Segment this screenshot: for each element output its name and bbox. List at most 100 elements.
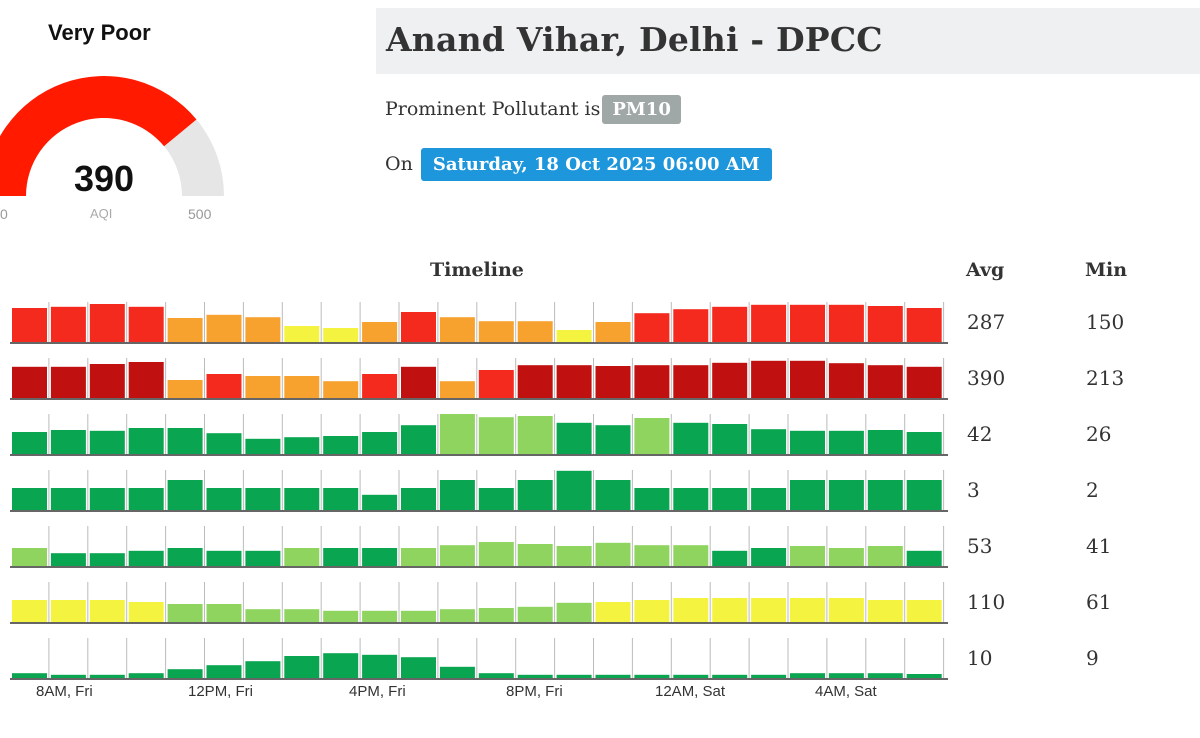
timeline-bar[interactable]: [478, 417, 514, 454]
timeline-bar[interactable]: [478, 673, 514, 678]
timeline-bar[interactable]: [790, 598, 825, 622]
timeline-bar[interactable]: [245, 376, 281, 398]
timeline-bar[interactable]: [128, 602, 164, 622]
timeline-bar[interactable]: [128, 306, 164, 342]
timeline-bar[interactable]: [556, 546, 592, 566]
timeline-bar[interactable]: [790, 360, 825, 398]
timeline-bar[interactable]: [401, 548, 436, 566]
timeline-bar[interactable]: [439, 381, 475, 398]
timeline-bar[interactable]: [50, 600, 86, 622]
timeline-bar[interactable]: [828, 430, 864, 454]
timeline-bar[interactable]: [595, 602, 631, 622]
timeline-bar[interactable]: [167, 548, 203, 566]
timeline-bar[interactable]: [89, 304, 125, 342]
timeline-bar[interactable]: [595, 674, 631, 678]
timeline-bar[interactable]: [362, 432, 398, 454]
timeline-bar[interactable]: [284, 656, 320, 678]
timeline-bar[interactable]: [595, 480, 631, 510]
timeline-bar[interactable]: [128, 488, 164, 510]
timeline-bar[interactable]: [50, 430, 86, 454]
timeline-bar[interactable]: [323, 610, 359, 622]
timeline-bar[interactable]: [167, 604, 203, 622]
timeline-bar[interactable]: [712, 550, 748, 566]
timeline-bar[interactable]: [712, 598, 748, 622]
timeline-bar[interactable]: [206, 604, 242, 622]
timeline-bar[interactable]: [12, 600, 47, 622]
timeline-bar[interactable]: [206, 314, 242, 342]
timeline-bar[interactable]: [401, 366, 436, 398]
timeline-bar[interactable]: [478, 542, 514, 566]
timeline-bar[interactable]: [50, 488, 86, 510]
timeline-bar[interactable]: [673, 545, 709, 566]
timeline-bar[interactable]: [634, 600, 670, 622]
timeline-bar[interactable]: [517, 321, 553, 342]
timeline-bar[interactable]: [673, 422, 709, 454]
timeline-bar[interactable]: [362, 610, 398, 622]
timeline-bar[interactable]: [245, 661, 281, 678]
timeline-bar[interactable]: [362, 654, 398, 678]
timeline-bar[interactable]: [517, 674, 553, 678]
timeline-bar[interactable]: [906, 432, 942, 454]
timeline-bar[interactable]: [906, 480, 942, 510]
timeline-bar[interactable]: [906, 674, 942, 678]
timeline-bar[interactable]: [634, 313, 670, 342]
timeline-bar[interactable]: [12, 366, 47, 398]
timeline-bar[interactable]: [89, 553, 125, 566]
timeline-bar[interactable]: [673, 674, 709, 678]
timeline-bar[interactable]: [167, 380, 203, 398]
timeline-bar[interactable]: [245, 488, 281, 510]
timeline-bar[interactable]: [401, 425, 436, 454]
timeline-bar[interactable]: [867, 306, 903, 342]
timeline-bar[interactable]: [128, 550, 164, 566]
timeline-bar[interactable]: [284, 437, 320, 454]
timeline-bar[interactable]: [12, 548, 47, 566]
timeline-bar[interactable]: [906, 600, 942, 622]
timeline-bar[interactable]: [206, 550, 242, 566]
timeline-bar[interactable]: [634, 365, 670, 398]
timeline-bar[interactable]: [323, 381, 359, 398]
timeline-bar[interactable]: [634, 488, 670, 510]
timeline-bar[interactable]: [751, 488, 787, 510]
timeline-bar[interactable]: [828, 598, 864, 622]
timeline-bar[interactable]: [12, 673, 47, 678]
timeline-bar[interactable]: [556, 330, 592, 342]
timeline-bar[interactable]: [89, 600, 125, 622]
timeline-bar[interactable]: [828, 673, 864, 678]
timeline-bar[interactable]: [362, 548, 398, 566]
timeline-bar[interactable]: [634, 674, 670, 678]
timeline-bar[interactable]: [439, 666, 475, 678]
timeline-bar[interactable]: [751, 674, 787, 678]
timeline-bar[interactable]: [867, 365, 903, 398]
timeline-bar[interactable]: [634, 418, 670, 454]
timeline-bar[interactable]: [439, 609, 475, 622]
timeline-bar[interactable]: [167, 428, 203, 454]
timeline-bar[interactable]: [362, 494, 398, 510]
timeline-bar[interactable]: [751, 548, 787, 566]
timeline-bar[interactable]: [284, 609, 320, 622]
timeline-bar[interactable]: [906, 366, 942, 398]
timeline-bar[interactable]: [751, 304, 787, 342]
timeline-bar[interactable]: [439, 480, 475, 510]
timeline-bar[interactable]: [12, 432, 47, 454]
timeline-bar[interactable]: [517, 544, 553, 566]
timeline-bar[interactable]: [206, 374, 242, 398]
timeline-bar[interactable]: [12, 488, 47, 510]
timeline-bar[interactable]: [362, 322, 398, 342]
timeline-bar[interactable]: [206, 488, 242, 510]
timeline-bar[interactable]: [517, 480, 553, 510]
timeline-bar[interactable]: [89, 488, 125, 510]
timeline-bar[interactable]: [673, 365, 709, 398]
timeline-bar[interactable]: [167, 318, 203, 342]
timeline-bar[interactable]: [517, 416, 553, 454]
timeline-bar[interactable]: [284, 488, 320, 510]
timeline-bar[interactable]: [673, 309, 709, 342]
timeline-bar[interactable]: [867, 673, 903, 678]
timeline-bar[interactable]: [867, 600, 903, 622]
timeline-bar[interactable]: [323, 328, 359, 342]
timeline-bar[interactable]: [867, 480, 903, 510]
timeline-bar[interactable]: [712, 488, 748, 510]
timeline-bar[interactable]: [401, 312, 436, 342]
timeline-bar[interactable]: [712, 306, 748, 342]
timeline-bar[interactable]: [673, 598, 709, 622]
timeline-bar[interactable]: [439, 545, 475, 566]
